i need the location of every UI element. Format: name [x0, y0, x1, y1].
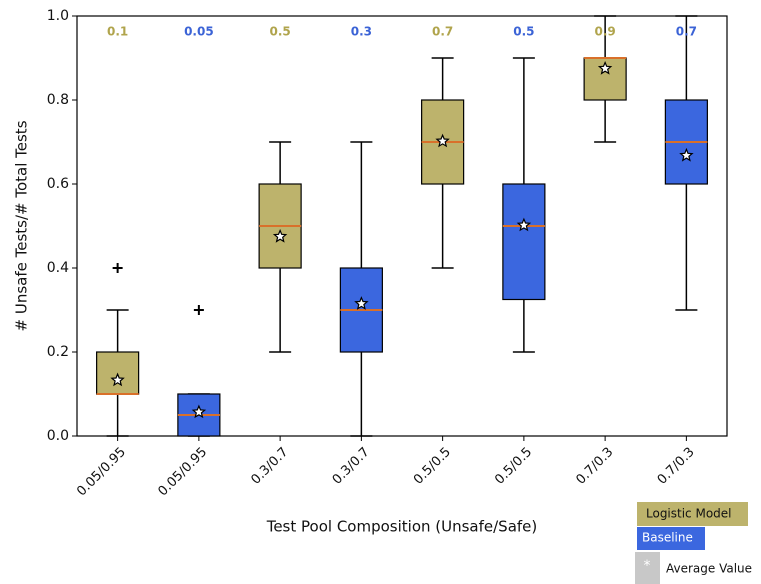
x-tick-label: 0.5/0.5 — [411, 445, 454, 488]
legend-swatch — [635, 552, 660, 584]
legend-label: Average Value — [666, 562, 752, 576]
legend-swatch — [637, 527, 705, 550]
legend-swatch — [637, 502, 748, 526]
x-tick-label: 0.05/0.95 — [156, 445, 211, 500]
y-tick-label: 0.0 — [47, 428, 69, 444]
mean-marker — [272, 228, 288, 243]
y-tick-label: 0.8 — [47, 92, 69, 108]
median-label: 0.3 — [351, 25, 372, 39]
x-tick-label: 0.7/0.3 — [655, 445, 698, 488]
mean-marker — [597, 60, 613, 75]
mean-marker — [191, 404, 207, 419]
x-tick-label: 0.5/0.5 — [492, 445, 535, 488]
legend-label: Baseline — [642, 531, 693, 545]
mean-marker — [516, 217, 532, 232]
mean-marker — [354, 296, 369, 310]
median-label: 0.9 — [594, 25, 615, 39]
y-tick-label: 1.0 — [47, 8, 69, 24]
x-tick-label: 0.3/0.7 — [248, 445, 291, 488]
median-label: 0.7 — [432, 25, 453, 39]
x-axis-label: Test Pool Composition (Unsafe/Safe) — [266, 518, 538, 536]
median-label: 0.5 — [513, 25, 534, 39]
mean-marker — [110, 372, 125, 387]
plot-frame — [76, 15, 728, 437]
x-tick-label: 0.7/0.3 — [573, 445, 616, 488]
median-label: 0.7 — [676, 25, 697, 39]
median-label: 0.5 — [269, 25, 290, 39]
box — [502, 183, 546, 301]
outlier — [193, 305, 204, 315]
mean-marker — [679, 147, 694, 162]
y-tick-label: 0.2 — [47, 344, 69, 360]
y-axis-label: # Unsafe Tests/# Total Tests — [13, 120, 31, 331]
legend-symbol: * — [644, 558, 651, 574]
x-tick-label: 0.3/0.7 — [330, 445, 373, 488]
mean-marker — [435, 133, 450, 148]
median-label: 0.05 — [184, 25, 214, 39]
legend-label: Logistic Model — [646, 507, 732, 521]
outlier — [112, 263, 123, 273]
y-tick-label: 0.4 — [47, 260, 69, 276]
y-tick-label: 0.6 — [47, 176, 69, 192]
x-tick-label: 0.05/0.95 — [74, 445, 129, 500]
median-label: 0.1 — [107, 25, 128, 39]
